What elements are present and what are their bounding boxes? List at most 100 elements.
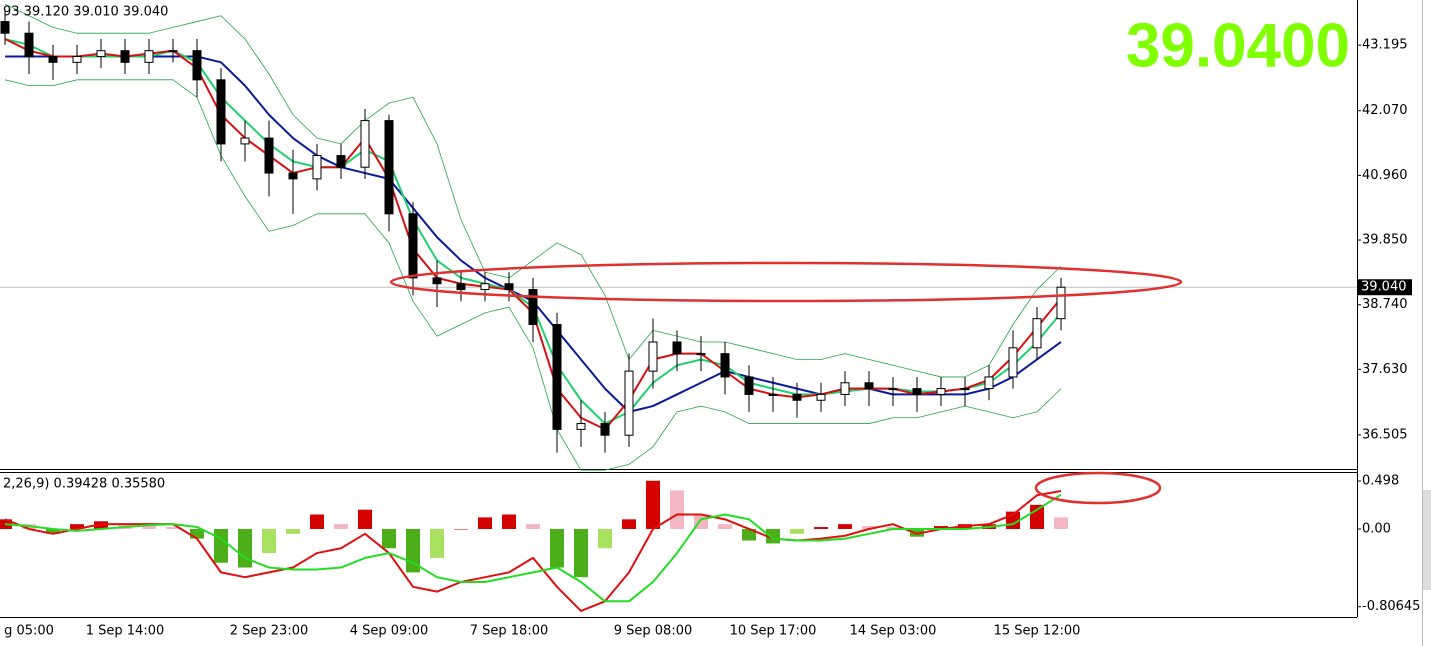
candle-body — [744, 376, 754, 395]
candle-body — [792, 393, 802, 401]
x-tick-label: 4 Sep 09:00 — [350, 624, 429, 639]
candle-body — [264, 137, 274, 174]
histogram-bar — [46, 528, 60, 534]
y-tick-label: 43.195 — [1362, 38, 1408, 53]
candle-body — [48, 56, 58, 63]
candle-body — [24, 32, 34, 58]
scrollbar[interactable] — [1423, 490, 1431, 590]
last-price-box — [1357, 279, 1412, 296]
x-tick-label: 2 Sep 23:00 — [230, 624, 309, 639]
x-tick-label: 15 Sep 12:00 — [994, 624, 1081, 639]
y-tick-label: 36.505 — [1362, 427, 1408, 442]
candle-body — [384, 120, 394, 215]
y-tick-label: 0.00 — [1362, 521, 1391, 536]
histogram-bar — [1054, 517, 1068, 529]
histogram-bar — [478, 517, 492, 529]
histogram-bar — [646, 480, 660, 529]
histogram-bar — [526, 524, 540, 529]
histogram-bar — [214, 528, 228, 563]
candle-body — [864, 382, 874, 390]
candle-body — [960, 388, 970, 391]
candle-body — [888, 388, 898, 391]
histogram-bar — [262, 528, 276, 554]
candle-body — [648, 341, 658, 372]
x-tick-label: 14 Sep 03:00 — [850, 624, 937, 639]
candle-body — [72, 56, 82, 63]
candle-body — [456, 283, 466, 291]
indicator-line — [4, 79, 1062, 471]
candle-body — [552, 324, 562, 430]
histogram-bar — [502, 514, 516, 529]
candle-body — [528, 289, 538, 326]
y-tick-label: 37.630 — [1362, 362, 1408, 377]
x-tick-label: 10 Sep 17:00 — [730, 624, 817, 639]
histogram-bar — [238, 528, 252, 568]
histogram-bar — [790, 528, 804, 534]
histogram-bar — [742, 528, 756, 541]
histogram-bar — [718, 524, 732, 529]
histogram-bar — [166, 527, 180, 529]
candle-body — [144, 50, 154, 63]
candle-body — [96, 50, 106, 58]
histogram-bar — [190, 528, 204, 539]
candle-body — [840, 382, 850, 395]
big-price: 39.0400 — [1126, 11, 1350, 80]
x-tick-label: 9 Sep 08:00 — [614, 624, 693, 639]
histogram-bar — [358, 509, 372, 529]
indicator-line — [4, 493, 1062, 603]
candle-body — [624, 370, 634, 436]
indicator-line — [4, 3, 1062, 378]
candle-body — [768, 393, 778, 396]
histogram-bar — [934, 526, 948, 529]
last-price-label: 39.040 — [1361, 280, 1407, 295]
y-tick-label: -0.80645 — [1362, 599, 1420, 614]
histogram-bar — [430, 528, 444, 558]
histogram-bar — [622, 519, 636, 529]
candle-body — [0, 21, 10, 34]
candle-body — [288, 172, 298, 180]
candle-body — [672, 341, 682, 355]
macd-header: 2,26,9) 0.39428 0.35580 — [3, 477, 165, 492]
price-header: 93 39.120 39.010 39.040 — [3, 5, 168, 20]
candle-body — [576, 423, 586, 430]
y-tick-label: 39.850 — [1362, 233, 1408, 248]
candle-body — [936, 388, 946, 395]
candle-body — [432, 277, 442, 285]
candle-body — [720, 353, 730, 378]
histogram-bar — [670, 490, 684, 529]
y-tick-label: 0.498 — [1362, 473, 1399, 488]
histogram-bar — [454, 528, 468, 530]
histogram-bar — [310, 514, 324, 529]
y-tick-label: 42.070 — [1362, 103, 1408, 118]
x-tick-label: g 05:00 — [4, 624, 54, 639]
candle-body — [336, 155, 346, 168]
annotation-ellipse — [389, 261, 1183, 303]
histogram-bar — [838, 524, 852, 529]
histogram-bar — [382, 528, 396, 549]
candle-body — [1008, 347, 1018, 378]
candle-body — [1056, 286, 1066, 320]
indicator-line — [4, 489, 1062, 612]
candle-body — [1032, 318, 1042, 349]
candle-body — [480, 283, 490, 291]
histogram-bar — [862, 526, 876, 529]
candle-body — [216, 79, 226, 145]
candle-body — [120, 50, 130, 63]
candle-body — [360, 120, 370, 168]
histogram-bar — [286, 528, 300, 534]
histogram-bar — [70, 524, 84, 529]
candle-body — [504, 283, 514, 291]
candle-body — [192, 50, 202, 81]
candle-body — [240, 137, 250, 145]
histogram-bar — [1030, 504, 1044, 529]
candle-body — [408, 213, 418, 279]
histogram-bar — [814, 527, 828, 529]
histogram-bar — [142, 526, 156, 529]
x-tick-label: 7 Sep 18:00 — [470, 624, 549, 639]
x-tick-label: 1 Sep 14:00 — [86, 624, 165, 639]
candle-body — [984, 376, 994, 390]
histogram-bar — [550, 528, 564, 568]
candle-body — [696, 353, 706, 356]
y-tick-label: 38.740 — [1362, 297, 1408, 312]
